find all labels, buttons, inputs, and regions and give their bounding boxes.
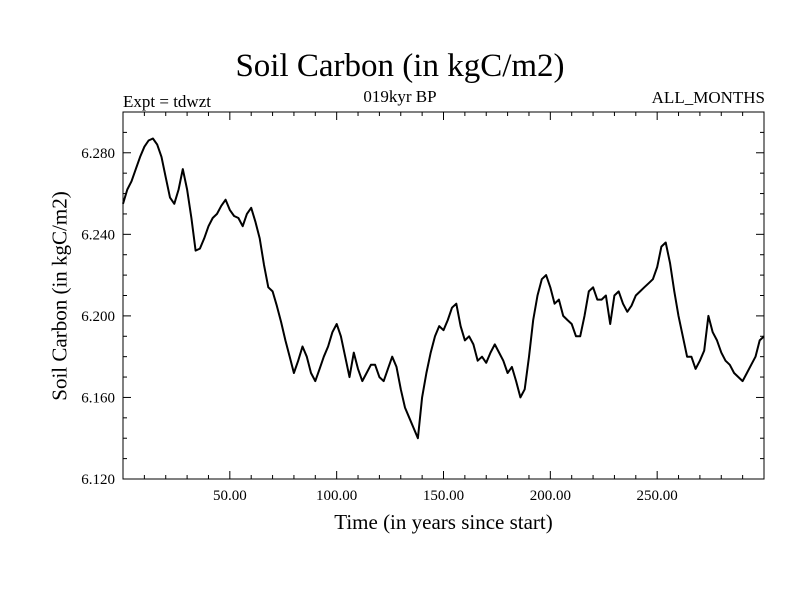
axis-ticks xyxy=(123,112,764,479)
y-tick-label: 6.120 xyxy=(81,472,115,488)
y-tick-label: 6.160 xyxy=(81,390,115,406)
x-tick-label: 250.00 xyxy=(637,488,678,504)
plot-frame xyxy=(122,111,765,480)
months-annotation: ALL_MONTHS xyxy=(651,88,765,107)
experiment-annotation: Expt = tdwzt xyxy=(123,92,211,111)
y-axis-label: Soil Carbon (in kgC/m2) xyxy=(47,191,72,401)
y-tick-label: 6.280 xyxy=(81,146,115,162)
x-tick-label: 100.00 xyxy=(316,488,357,504)
chart-title: Soil Carbon (in kgC/m2) xyxy=(235,48,565,84)
y-tick-label: 6.240 xyxy=(81,227,115,243)
y-tick-label: 6.200 xyxy=(81,309,115,325)
x-tick-label: 200.00 xyxy=(530,488,571,504)
chart-subtitle: 019kyr BP xyxy=(363,87,437,106)
x-tick-label: 150.00 xyxy=(423,488,464,504)
series-line xyxy=(122,137,765,440)
axis-tick-labels: 50.00 100.00 150.00 200.00 250.00 6.120 6.160 6… xyxy=(81,146,678,504)
x-axis-label: Time (in years since start) xyxy=(334,510,553,534)
x-tick-label: 50.00 xyxy=(213,488,247,504)
